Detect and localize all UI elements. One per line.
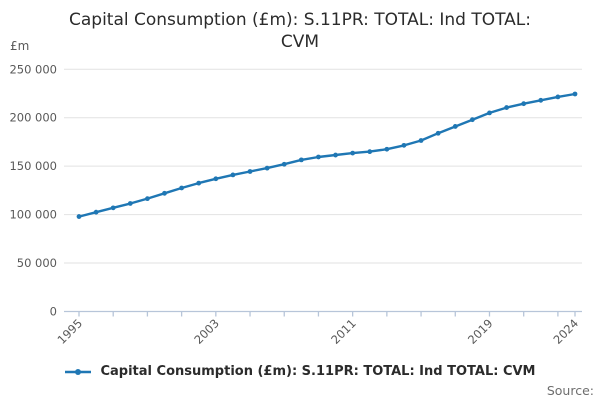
x-tick-label: 2019 [465,316,496,347]
data-point [162,190,167,196]
data-point [145,196,150,202]
y-tick-label: 50 000 [17,256,57,270]
data-point [76,214,82,219]
data-point [298,157,304,163]
data-point [196,180,202,186]
data-point [452,124,458,129]
data-point [230,172,236,178]
data-point [555,94,561,100]
y-tick-label: 100 000 [9,208,57,222]
data-point [538,97,544,103]
x-tick-label: 2024 [551,316,582,347]
data-point [487,110,492,116]
data-point [401,142,407,148]
data-point [110,205,116,211]
chart-title-text: Capital Consumption (£m): S.11PR: TOTAL:… [69,10,531,53]
data-point [367,149,373,155]
data-point [179,185,185,191]
data-point [350,150,356,156]
data-point [93,209,99,215]
y-tick-label: 0 [50,305,57,319]
data-point [435,130,441,136]
data-point [384,146,390,152]
chart-legend: Capital Consumption (£m): S.11PR: TOTAL:… [0,364,600,379]
data-point [213,176,219,182]
x-tick-label: 2011 [328,316,359,347]
data-point [469,117,475,123]
data-point [521,101,527,107]
x-tick-label: 1995 [55,316,86,347]
data-point [504,105,509,110]
data-point [247,169,253,174]
chart-title: Capital Consumption (£m): S.11PR: TOTAL:… [0,9,600,53]
data-point [572,91,578,97]
source-caption: Source: [546,383,594,398]
data-point [264,165,270,171]
y-axis-unit-label: £m [10,39,29,53]
legend-series-label: Capital Consumption (£m): S.11PR: TOTAL:… [100,364,536,379]
data-point [316,154,321,160]
x-tick-label: 2003 [191,316,222,347]
data-point [281,161,287,167]
data-point [333,152,338,158]
y-tick-label: 200 000 [9,111,57,125]
data-point [418,138,424,143]
series-line [77,92,577,218]
y-tick-label: 150 000 [9,159,57,173]
data-point [127,201,133,206]
y-tick-label: 250 000 [9,62,57,76]
legend-line-marker-icon [65,368,92,375]
line-chart-plot: 0 50 000 100 000 150 000 200 000 250 000 £m 199… [9,39,582,347]
